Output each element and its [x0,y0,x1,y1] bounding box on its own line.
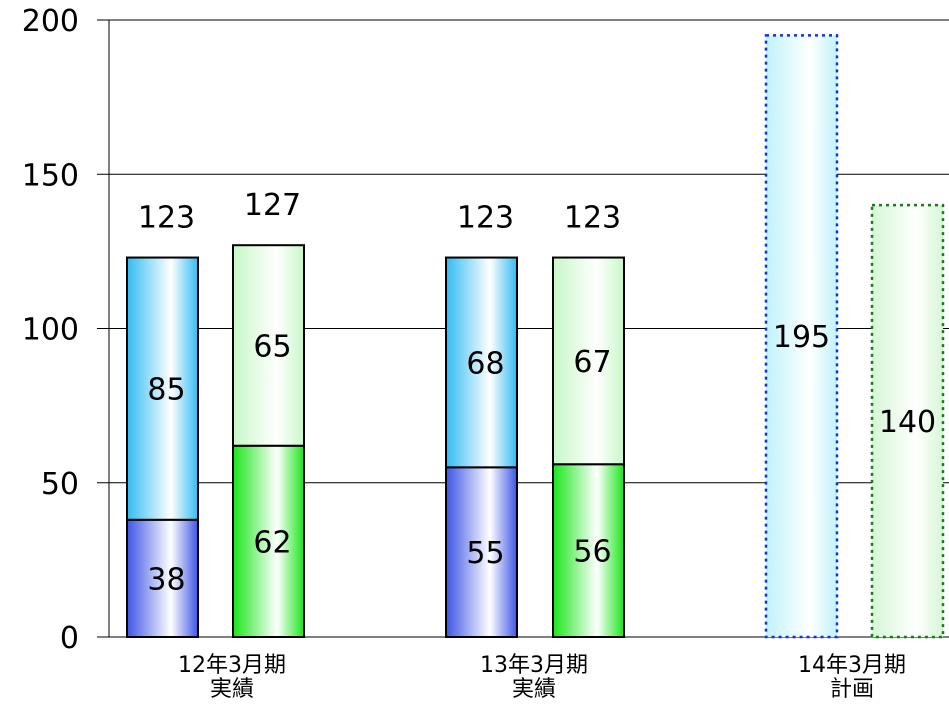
segment-value-label: 67 [573,345,611,380]
segment-value-label: 85 [147,373,185,408]
bar-segment-blue-3-1 [764,34,839,639]
bar-segment-green-3-1 [870,203,945,639]
y-tick-label: 200 [22,4,79,39]
segment-value-label: 56 [573,535,611,570]
bar-segment-blue-1-1 [126,518,199,639]
segment-value-label: 68 [466,346,504,381]
y-tick-label: 50 [41,467,79,502]
bar-total-label: 127 [244,188,301,223]
segment-value-label: 140 [879,405,936,440]
x-category-label: 12年3月期 [178,653,286,678]
segment-value-label: 195 [773,320,830,355]
bar-segment-green-2-2 [552,256,625,466]
bar-segment-green-1-1 [232,444,305,639]
x-category-label: 実績 [210,677,254,702]
x-category-label: 計画 [830,677,874,702]
bar-total-label: 123 [564,201,621,236]
bar-total-label: 123 [138,201,195,236]
bar-segment-blue-1-2 [126,256,199,521]
bar-segment-blue-2-1 [445,466,518,639]
bar-segment-blue-2-2 [445,256,518,469]
bar-segment-green-1-2 [232,244,305,447]
x-category-label: 14年3月期 [798,653,906,678]
x-category-label: 実績 [512,677,556,702]
bar-total-label: 123 [457,201,514,236]
segment-value-label: 38 [147,562,185,597]
segment-value-label: 55 [466,536,504,571]
y-tick-label: 100 [22,313,79,348]
x-category-label: 13年3月期 [480,653,588,678]
segment-value-label: 65 [253,329,291,364]
y-tick-label: 0 [60,621,79,656]
segment-value-label: 62 [253,525,291,560]
y-tick-label: 150 [22,158,79,193]
